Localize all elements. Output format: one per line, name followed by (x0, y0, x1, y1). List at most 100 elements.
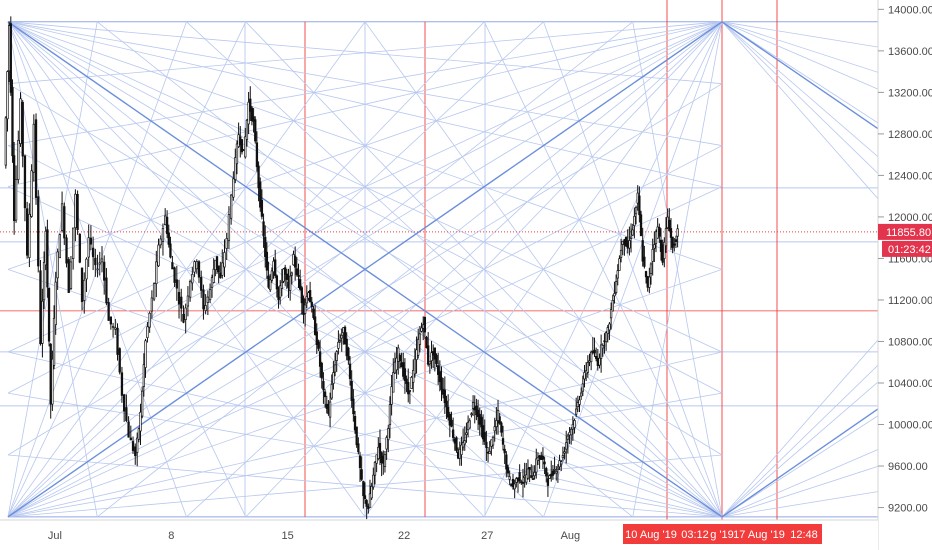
gann-fan-line (7, 83, 723, 518)
candle-body (368, 493, 372, 508)
y-tick-label: 12800.00 (888, 129, 932, 141)
candle-body (383, 454, 387, 467)
y-tick-label: 9600.00 (888, 461, 928, 473)
candle-body (72, 227, 75, 259)
candle-body (629, 236, 633, 239)
candle-body (674, 239, 678, 242)
candle-body (269, 279, 272, 291)
candle-body (284, 267, 287, 275)
candle-body (188, 280, 192, 298)
candle-body (17, 140, 20, 180)
candle-body (87, 237, 90, 258)
candle-body (30, 170, 33, 217)
candle-body (663, 241, 666, 259)
candle-body (21, 102, 24, 157)
candle-body (171, 262, 174, 270)
candle-body (563, 451, 566, 454)
candle-body (435, 355, 438, 364)
candle-body (14, 178, 18, 221)
candle-body (173, 267, 176, 283)
candle-body (63, 206, 66, 239)
y-tick-label: 9200.00 (888, 503, 928, 515)
candle-body (362, 481, 365, 497)
candle-body (476, 409, 480, 418)
candle-body (348, 363, 352, 379)
candle-body (377, 446, 380, 460)
candle-body (614, 281, 618, 293)
candle-body (139, 411, 142, 432)
gann-fan-line (7, 21, 723, 85)
candle-body (26, 208, 29, 256)
candle-body (440, 377, 443, 391)
candle-body (54, 281, 57, 326)
candle-body (619, 249, 623, 258)
candle-body (370, 486, 373, 499)
candle-body (225, 238, 228, 249)
candle-body (232, 178, 235, 198)
candle-body (315, 331, 318, 346)
candle-body (312, 308, 315, 318)
candle-body (575, 408, 578, 415)
candle-body (505, 454, 508, 470)
candle-body (141, 390, 144, 417)
candle-body (561, 455, 565, 459)
candle-body (60, 203, 64, 231)
candle-body (631, 229, 634, 236)
candle-body (197, 261, 201, 278)
candle-body (480, 416, 483, 428)
gann-fan-line (7, 186, 723, 518)
candle-body (186, 295, 190, 307)
candle-body (352, 398, 355, 415)
candle-body (280, 281, 284, 289)
candle-body (609, 309, 613, 319)
candle-body (533, 472, 536, 477)
y-tick-label: 14000.00 (888, 4, 932, 16)
candle-body (180, 296, 183, 309)
price-axis[interactable]: 14000.00 13600.00 13200.00 12800.00 12400.00… (877, 0, 932, 550)
candle-body (125, 407, 128, 421)
y-tick-label: 12400.00 (888, 170, 932, 182)
candle-body (392, 372, 395, 393)
countdown-badge-label: 01:23:42 (888, 244, 931, 256)
candle-body (219, 272, 222, 278)
candle-body (460, 444, 463, 456)
candle-body (498, 416, 501, 424)
candle-body (673, 243, 676, 246)
gann-fan-line (7, 351, 723, 518)
candle-body (420, 327, 423, 332)
gann-fan-line (543, 21, 723, 518)
gann-fan-line (245, 21, 723, 518)
candle-body (206, 296, 210, 303)
candle-body (96, 268, 99, 271)
candle-body (303, 304, 307, 314)
gann-fan-line (97, 21, 723, 518)
candle-body (52, 317, 56, 366)
candle-body (648, 276, 651, 288)
candle-body (65, 237, 68, 264)
candle-body (428, 360, 432, 365)
candle-body (337, 341, 340, 349)
candle-body (320, 362, 323, 379)
candle-body (32, 123, 35, 173)
candle-body (294, 255, 297, 268)
candle-body (259, 181, 262, 208)
candle-body (91, 247, 95, 258)
candle-body (310, 301, 313, 307)
candle-body (85, 258, 88, 280)
candle-body (438, 371, 441, 383)
candle-body (328, 401, 332, 418)
candle-body (553, 469, 556, 471)
candle-body (451, 429, 455, 438)
candle-body (378, 442, 382, 453)
candle-body (332, 372, 335, 384)
candle-body (613, 293, 616, 297)
candle-body (56, 251, 59, 279)
candle-body (387, 428, 390, 440)
candle-body (78, 233, 81, 263)
gann-fan-line (7, 145, 723, 518)
candle-body (363, 495, 367, 500)
candle-body (385, 437, 388, 450)
candle-body (107, 302, 110, 321)
candle-body (245, 119, 249, 140)
